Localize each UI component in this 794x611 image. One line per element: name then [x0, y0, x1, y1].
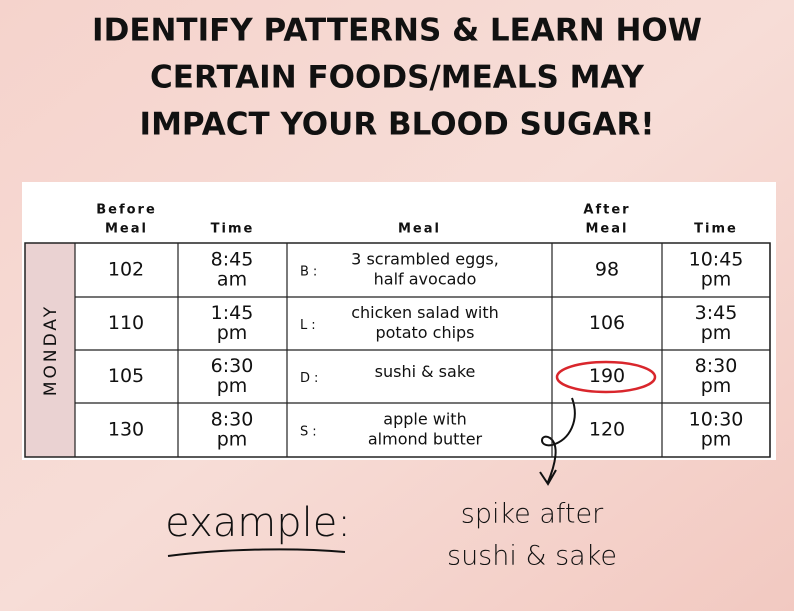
meal: potato chips: [375, 323, 474, 342]
after-meal: 98: [595, 259, 619, 281]
before-meal: 130: [108, 419, 144, 441]
underline: [167, 548, 346, 557]
title-line: IMPACT YOUR BLOOD SUGAR!: [140, 107, 655, 143]
time: am: [217, 269, 247, 291]
meal-type: S:: [300, 425, 321, 440]
day-label: MONDAY: [41, 304, 61, 396]
before-meal: 102: [108, 259, 144, 281]
after-time: 10:30: [689, 409, 744, 431]
column-header: After: [583, 203, 630, 218]
meal: almond butter: [368, 430, 483, 449]
time: pm: [217, 429, 248, 451]
meal: 3 scrambled eggs,: [351, 250, 499, 269]
column-header: Time: [694, 222, 738, 237]
time: 8:30: [211, 409, 254, 431]
before-meal: 105: [108, 365, 144, 387]
after-meal: 106: [589, 312, 625, 334]
after-time: 8:30: [695, 355, 738, 377]
note: spike after: [461, 499, 604, 530]
after-time: pm: [701, 322, 732, 344]
meal: half avocado: [374, 270, 477, 289]
column-header: Meal: [398, 222, 441, 237]
column-header: Before: [96, 203, 157, 218]
table-panel: [22, 182, 776, 460]
title-line: CERTAIN FOODS/MEALS MAY: [150, 60, 644, 96]
after-meal: 120: [589, 419, 625, 441]
before-meal: 110: [108, 312, 144, 334]
arrow: [539, 397, 576, 486]
after-time: 10:45: [689, 249, 744, 271]
column-header: Meal: [586, 222, 629, 237]
column-header: Meal: [105, 222, 148, 237]
day-column: [25, 243, 75, 457]
time: pm: [217, 322, 248, 344]
after-meal: 190: [589, 365, 625, 387]
meal: chicken salad with: [351, 303, 499, 322]
meal: sushi & sake: [375, 362, 476, 381]
title-line: IDENTIFY PATTERNS & LEARN HOW: [92, 13, 702, 49]
time: pm: [217, 375, 248, 397]
note: sushi & sake: [447, 541, 617, 572]
time: 8:45: [211, 249, 254, 271]
meal-type: B:: [300, 265, 321, 280]
time: 1:45: [211, 302, 254, 324]
time: 6:30: [211, 355, 254, 377]
after-time: pm: [701, 429, 732, 451]
highlight-circle: [555, 360, 657, 394]
meal-type: D:: [300, 371, 322, 386]
after-time: pm: [701, 375, 732, 397]
after-time: 3:45: [695, 302, 738, 324]
meal-type: L:: [300, 318, 320, 333]
after-time: pm: [701, 269, 732, 291]
example-label: example:: [165, 500, 351, 546]
meal: apple with: [383, 410, 466, 429]
column-header: Time: [211, 222, 255, 237]
